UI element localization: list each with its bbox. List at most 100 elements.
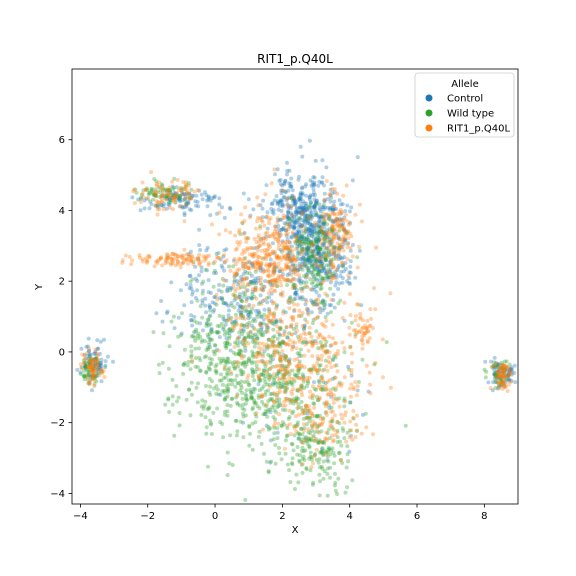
- scatter-point: [326, 380, 330, 384]
- scatter-point: [167, 367, 171, 371]
- scatter-point: [226, 451, 230, 455]
- scatter-point: [206, 318, 210, 322]
- scatter-point: [190, 349, 194, 353]
- scatter-point: [148, 191, 152, 195]
- scatter-point: [249, 395, 253, 399]
- scatter-point: [358, 249, 362, 253]
- scatter-point: [307, 349, 311, 353]
- scatter-point: [340, 256, 344, 260]
- scatter-point: [163, 193, 167, 197]
- scatter-point: [80, 352, 84, 356]
- scatter-point: [253, 345, 257, 349]
- scatter-point: [191, 262, 195, 266]
- scatter-point: [323, 198, 327, 202]
- scatter-point: [297, 413, 301, 417]
- scatter-point: [235, 363, 239, 367]
- scatter-point: [356, 384, 360, 388]
- scatter-point: [323, 192, 327, 196]
- scatter-point: [309, 287, 313, 291]
- scatter-point: [313, 317, 317, 321]
- scatter-point: [312, 406, 316, 410]
- scatter-point: [197, 356, 201, 360]
- scatter-point: [303, 458, 307, 462]
- scatter-point: [299, 333, 303, 337]
- scatter-point: [267, 291, 271, 295]
- scatter-point: [79, 347, 83, 351]
- scatter-point: [315, 242, 319, 246]
- scatter-point: [275, 405, 279, 409]
- scatter-point: [209, 322, 213, 326]
- scatter-point: [245, 248, 249, 252]
- scatter-point: [176, 178, 180, 182]
- scatter-point: [278, 364, 282, 368]
- scatter-point: [183, 348, 187, 352]
- scatter-point: [253, 338, 257, 342]
- scatter-point: [312, 226, 316, 230]
- scatter-point: [336, 398, 340, 402]
- scatter-point: [229, 370, 233, 374]
- scatter-point: [286, 433, 290, 437]
- scatter-point: [237, 286, 241, 290]
- scatter-point: [308, 203, 312, 207]
- scatter-point: [207, 263, 211, 267]
- scatter-point: [153, 264, 157, 268]
- scatter-point: [271, 345, 275, 349]
- scatter-point: [227, 336, 231, 340]
- scatter-point: [373, 307, 377, 311]
- scatter-point: [331, 265, 335, 269]
- scatter-point: [252, 398, 256, 402]
- scatter-point: [204, 324, 208, 328]
- scatter-point: [328, 287, 332, 291]
- scatter-point: [229, 404, 233, 408]
- scatter-point: [358, 312, 362, 316]
- scatter-point: [235, 268, 239, 272]
- scatter-point: [326, 369, 330, 373]
- scatter-point: [317, 397, 321, 401]
- legend-title: Allele: [451, 79, 478, 90]
- scatter-point: [272, 266, 276, 270]
- scatter-point: [326, 275, 330, 279]
- scatter-point: [197, 346, 201, 350]
- scatter-point: [323, 216, 327, 220]
- scatter-point: [190, 353, 194, 357]
- scatter-point: [265, 370, 269, 374]
- scatter-point: [179, 204, 183, 208]
- scatter-point: [338, 224, 342, 228]
- scatter-point: [295, 368, 299, 372]
- scatter-point: [232, 283, 236, 287]
- scatter-point: [241, 306, 245, 310]
- scatter-point: [265, 324, 269, 328]
- scatter-point: [320, 465, 324, 469]
- scatter-point: [233, 385, 237, 389]
- scatter-point: [345, 485, 349, 489]
- scatter-point: [103, 365, 107, 369]
- scatter-point: [292, 297, 296, 301]
- scatter-point: [302, 429, 306, 433]
- scatter-point: [260, 400, 264, 404]
- scatter-point: [308, 368, 312, 372]
- scatter-point: [139, 208, 143, 212]
- scatter-point: [262, 224, 266, 228]
- scatter-point: [281, 189, 285, 193]
- scatter-point: [146, 197, 150, 201]
- scatter-point: [291, 410, 295, 414]
- scatter-point: [319, 229, 323, 233]
- scatter-point: [148, 255, 152, 259]
- scatter-point: [505, 359, 509, 363]
- scatter-point: [287, 468, 291, 472]
- scatter-point: [336, 477, 340, 481]
- scatter-point: [293, 487, 297, 491]
- scatter-point: [309, 465, 313, 469]
- scatter-point: [211, 300, 215, 304]
- scatter-point: [275, 426, 279, 430]
- scatter-point: [242, 266, 246, 270]
- scatter-point: [225, 342, 229, 346]
- scatter-point: [308, 261, 312, 265]
- scatter-point: [335, 192, 339, 196]
- scatter-point: [272, 391, 276, 395]
- scatter-point: [305, 280, 309, 284]
- scatter-point: [139, 200, 143, 204]
- scatter-point: [100, 371, 104, 375]
- scatter-point: [267, 469, 271, 473]
- scatter-point: [100, 379, 104, 383]
